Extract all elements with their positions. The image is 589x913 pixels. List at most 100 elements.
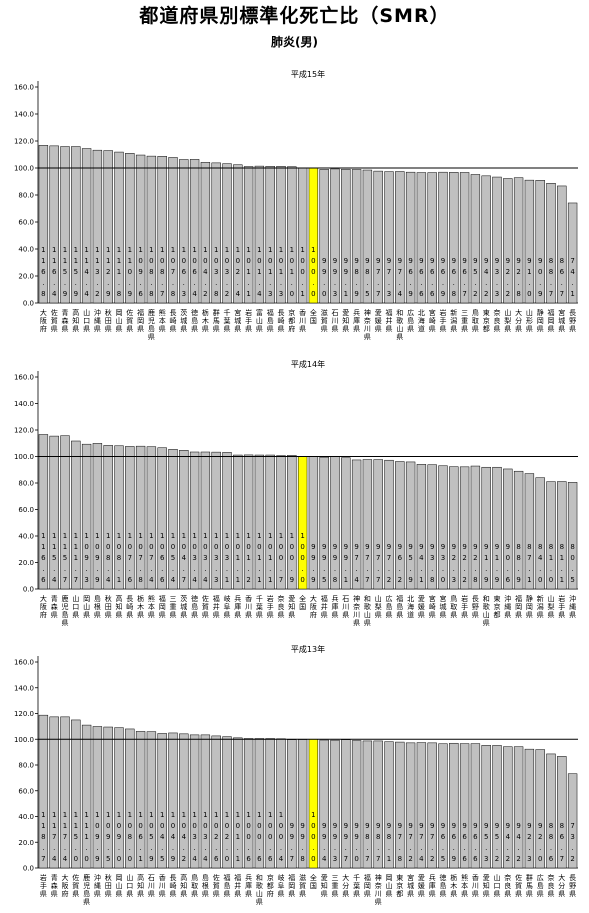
category-label: 広島県 bbox=[386, 594, 393, 619]
bar bbox=[319, 739, 329, 869]
bar bbox=[319, 169, 329, 304]
category-label: 兵庫県 bbox=[429, 873, 436, 898]
y-tick-label: 120.0 bbox=[14, 710, 34, 718]
category-label: 沖縄県 bbox=[504, 594, 511, 619]
category-label: 新潟県 bbox=[537, 594, 544, 619]
bar bbox=[49, 435, 59, 590]
category-label: 長野県 bbox=[569, 874, 576, 898]
bar bbox=[71, 719, 81, 869]
bar bbox=[438, 743, 448, 869]
category-label: 宮崎県 bbox=[429, 594, 436, 619]
page-title: 都道府県別標準化死亡比（SMR） bbox=[139, 5, 450, 27]
bar bbox=[157, 447, 167, 590]
category-label: 鹿児島県 bbox=[62, 594, 69, 627]
category-label: 福岡県 bbox=[364, 873, 371, 898]
category-label: 宮城県 bbox=[558, 308, 565, 333]
category-label: 石川県 bbox=[342, 595, 349, 619]
category-label: 青森県 bbox=[51, 873, 58, 898]
bar bbox=[341, 168, 351, 304]
bar bbox=[395, 461, 405, 590]
bar bbox=[233, 164, 243, 304]
category-label: 秋田県 bbox=[105, 308, 112, 333]
bar bbox=[535, 477, 545, 590]
category-label: 北海道 bbox=[407, 595, 414, 619]
y-tick-label: 20.0 bbox=[18, 273, 34, 281]
category-label: 大阪府 bbox=[40, 594, 47, 619]
bar bbox=[92, 443, 103, 590]
bar bbox=[449, 742, 459, 869]
category-label: 岡山県 bbox=[116, 309, 123, 333]
bar bbox=[233, 454, 243, 590]
bar bbox=[49, 716, 59, 869]
y-tick-label: 120.0 bbox=[14, 138, 34, 146]
category-label: 山梨県 bbox=[375, 594, 382, 619]
bar bbox=[481, 466, 491, 590]
category-label: 山口県 bbox=[72, 594, 79, 619]
category-label: 千葉県 bbox=[353, 873, 360, 898]
bar bbox=[233, 737, 243, 869]
category-label: 宮城県 bbox=[234, 308, 241, 333]
y-tick-label: 20.0 bbox=[18, 839, 34, 847]
category-label: 東京都 bbox=[396, 873, 403, 898]
page-subtitle: 肺炎(男) bbox=[271, 35, 318, 49]
category-label: 香川県 bbox=[472, 873, 479, 898]
y-tick-label: 100.0 bbox=[14, 165, 34, 173]
category-label: 鹿児島県 bbox=[83, 873, 90, 906]
category-label: 新潟県 bbox=[450, 308, 457, 333]
bar bbox=[351, 459, 362, 590]
bar bbox=[362, 169, 373, 304]
category-label: 栃木県 bbox=[450, 873, 457, 898]
bar bbox=[222, 163, 232, 304]
bar bbox=[38, 145, 49, 304]
category-label: 佐賀県 bbox=[515, 873, 522, 898]
bar bbox=[557, 756, 567, 869]
category-label: 山口県 bbox=[494, 873, 501, 898]
category-label: 岩手県 bbox=[461, 594, 468, 619]
category-label: 福岡県 bbox=[137, 308, 144, 333]
bar bbox=[503, 746, 513, 869]
y-tick-label: 100.0 bbox=[14, 736, 34, 744]
bar bbox=[557, 185, 567, 304]
category-label: 和歌山県 bbox=[364, 594, 371, 627]
bar bbox=[125, 728, 135, 869]
category-label: 長崎県 bbox=[126, 595, 133, 619]
category-label: 愛知県 bbox=[321, 873, 328, 898]
category-label: 沖縄県 bbox=[569, 594, 576, 619]
category-label: 熊本県 bbox=[148, 594, 155, 619]
category-label: 石川県 bbox=[148, 874, 155, 898]
category-label: 大分県 bbox=[342, 873, 349, 898]
category-label: 宮城県 bbox=[440, 594, 447, 619]
y-tick-label: 140.0 bbox=[14, 684, 34, 692]
y-tick-label: 80.0 bbox=[18, 192, 34, 200]
category-label: 鳥取県 bbox=[191, 873, 198, 898]
